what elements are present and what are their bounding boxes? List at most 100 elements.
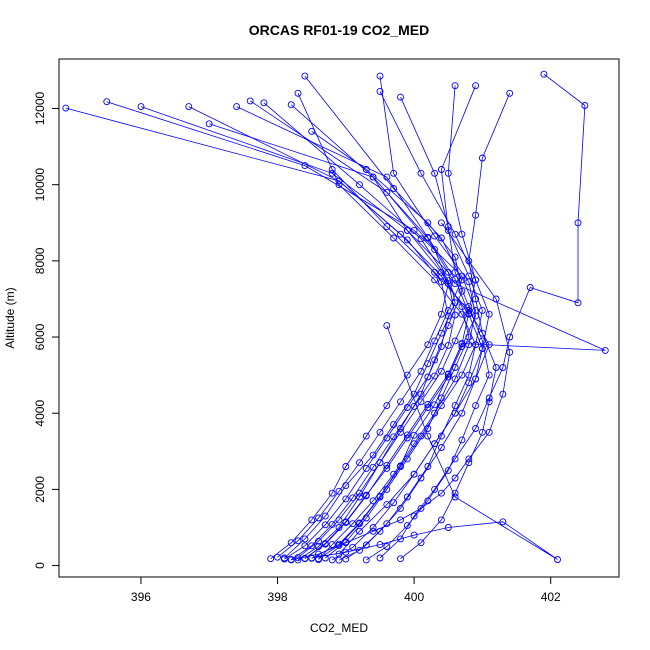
series <box>376 70 589 562</box>
plot-area <box>62 70 609 564</box>
data-point <box>451 230 459 238</box>
series-line <box>188 106 449 560</box>
data-point <box>444 322 452 330</box>
data-point <box>62 104 70 112</box>
data-point <box>397 555 404 563</box>
data-point <box>390 433 398 441</box>
data-point <box>424 463 432 470</box>
series-line <box>400 93 511 560</box>
series-line <box>297 131 463 561</box>
series-line <box>297 91 477 558</box>
series <box>287 219 514 564</box>
data-point <box>478 154 486 162</box>
data-point <box>403 226 411 234</box>
data-point <box>424 432 432 440</box>
data-point <box>335 516 343 524</box>
data-point <box>342 548 350 556</box>
series <box>246 97 452 563</box>
y-tick-label: 0 <box>33 562 47 569</box>
data-point <box>362 556 370 564</box>
data-point <box>437 219 445 227</box>
data-point <box>499 518 507 526</box>
data-point <box>472 82 480 90</box>
data-point <box>451 311 459 319</box>
series-line <box>291 222 511 561</box>
data-point <box>431 440 439 448</box>
data-point <box>437 343 445 351</box>
data-point <box>294 89 302 97</box>
data-point <box>485 310 493 318</box>
data-point <box>506 89 514 97</box>
data-point <box>335 524 343 531</box>
data-point <box>342 495 350 503</box>
data-point <box>417 169 425 177</box>
x-tick-label: 398 <box>268 590 288 604</box>
data-point <box>397 463 404 470</box>
data-point <box>465 272 473 280</box>
data-point <box>390 234 398 242</box>
series-line <box>209 123 606 559</box>
data-point <box>383 501 391 509</box>
data-point <box>397 428 404 436</box>
data-point <box>431 232 439 240</box>
data-point <box>437 402 445 410</box>
data-point <box>294 537 302 545</box>
series-line <box>304 76 477 560</box>
data-point <box>328 556 336 564</box>
data-point <box>437 310 445 318</box>
data-point <box>465 306 473 314</box>
data-point <box>526 284 534 291</box>
data-point <box>246 97 254 105</box>
data-point <box>383 461 391 469</box>
data-point <box>390 185 398 192</box>
series-line <box>331 169 490 555</box>
data-point <box>417 539 425 547</box>
x-tick-label: 400 <box>404 590 424 604</box>
data-point <box>383 223 391 231</box>
data-point <box>308 516 316 524</box>
data-point <box>376 554 384 562</box>
data-point <box>472 211 480 219</box>
data-point <box>301 542 309 550</box>
data-point <box>451 455 459 463</box>
data-point <box>294 556 302 564</box>
series <box>62 104 486 564</box>
data-point <box>137 103 145 111</box>
data-point <box>328 166 336 173</box>
data-point <box>383 322 391 330</box>
data-point <box>444 226 452 234</box>
data-point <box>485 394 493 402</box>
data-point <box>574 219 582 227</box>
data-point <box>424 401 432 408</box>
data-point <box>410 470 418 478</box>
data-point <box>451 268 459 276</box>
data-point <box>424 234 432 242</box>
data-point <box>342 555 350 563</box>
data-point <box>328 489 336 497</box>
data-point <box>465 455 473 463</box>
x-tick-label: 402 <box>541 590 561 604</box>
data-point <box>335 177 343 185</box>
y-tick-label: 2000 <box>33 476 47 503</box>
chart-title: ORCAS RF01-19 CO2_MED <box>249 22 430 38</box>
series-line <box>318 85 483 560</box>
data-point <box>321 554 329 562</box>
data-point <box>335 541 343 549</box>
data-point <box>287 101 295 109</box>
data-point <box>356 520 363 528</box>
data-point <box>376 541 384 549</box>
data-point <box>205 120 213 128</box>
data-point <box>369 173 377 181</box>
data-point <box>349 520 357 528</box>
data-point <box>383 543 391 550</box>
data-point <box>301 72 309 80</box>
data-point <box>335 550 343 558</box>
data-point <box>451 409 459 417</box>
data-point <box>472 295 480 303</box>
y-tick-label: 10000 <box>33 168 47 202</box>
x-tick-label: 396 <box>131 590 151 604</box>
data-point <box>451 253 459 261</box>
series-line <box>311 325 558 560</box>
data-point <box>383 173 391 181</box>
data-point <box>369 524 377 531</box>
